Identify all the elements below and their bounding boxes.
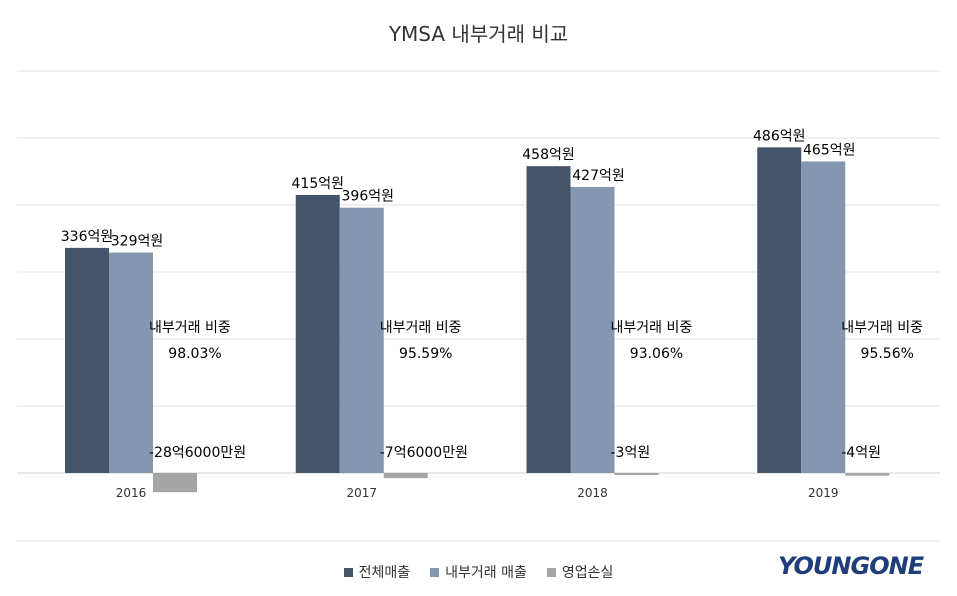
legend-label: 내부거래 매출 [445, 565, 527, 581]
legend-item: 전체매출 [343, 562, 411, 582]
legend-swatch [546, 567, 556, 577]
data-label: 329억원 [111, 234, 163, 250]
bars [65, 147, 890, 493]
ratio-value: 93.06% [630, 346, 683, 362]
legend-item: 내부거래 매출 [430, 562, 527, 582]
youngone-logo: YOUNGONE [778, 552, 924, 580]
bar-내부거래 매출-2016 [109, 252, 153, 473]
bar-영업손실-2016 [153, 473, 197, 493]
data-label: -28억6000만원 [149, 445, 246, 461]
ratio-value: 95.59% [399, 346, 452, 362]
bar-영업손실-2019 [845, 473, 890, 476]
legend-swatch [430, 567, 440, 577]
data-label: -4억원 [841, 445, 881, 461]
x-tick-labels: 2016 2017 2018 2019 [116, 486, 839, 500]
ratio-value: 98.03% [168, 346, 221, 362]
bar-전체매출-2017 [295, 194, 340, 473]
x-tick-label: 2019 [808, 486, 839, 500]
ratio-label: 내부거래 비중 [841, 320, 923, 336]
chart-title: YMSA 내부거래 비교 [388, 22, 569, 46]
data-label: 486억원 [753, 128, 805, 144]
x-tick-label: 2017 [346, 486, 377, 500]
bar-내부거래 매출-2019 [801, 161, 846, 473]
data-label: 336억원 [61, 229, 113, 245]
data-label: 458억원 [522, 147, 574, 163]
legend-swatch [343, 567, 353, 577]
legend-label: 영업손실 [561, 565, 614, 581]
ratio-label: 내부거래 비중 [149, 320, 231, 336]
bar-전체매출-2019 [757, 147, 802, 473]
bar-전체매출-2018 [526, 166, 571, 473]
x-tick-label: 2016 [116, 486, 147, 500]
data-label: 465억원 [803, 142, 855, 158]
data-label: -3억원 [611, 445, 651, 461]
data-label: 427억원 [572, 168, 624, 184]
ratio-label: 내부거래 비중 [611, 320, 693, 336]
bar-내부거래 매출-2017 [339, 207, 384, 473]
bar-전체매출-2016 [65, 247, 109, 473]
x-tick-label: 2018 [577, 486, 608, 500]
legend-label: 전체매출 [358, 565, 411, 581]
legend: 전체매출 내부거래 매출 영업손실 [0, 562, 957, 582]
ratio-label: 내부거래 비중 [380, 320, 462, 336]
data-label: 396억원 [342, 189, 394, 205]
bar-영업손실-2017 [383, 473, 428, 479]
legend-item: 영업손실 [546, 562, 614, 582]
data-label: 415억원 [292, 176, 344, 192]
bar-내부거래 매출-2018 [570, 186, 615, 473]
data-label: -7억6000만원 [380, 445, 468, 461]
ratio-value: 95.56% [861, 346, 914, 362]
bar-영업손실-2018 [614, 473, 659, 476]
